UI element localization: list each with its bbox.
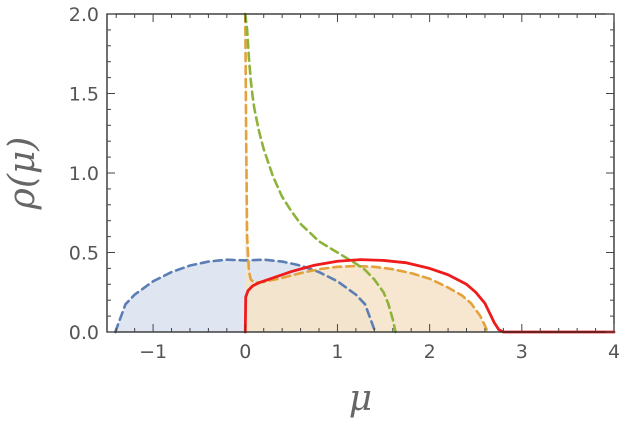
series-fills [115, 14, 488, 332]
series-lines [114, 12, 616, 334]
series-1-area [245, 14, 488, 332]
x-axis-label: μ [349, 378, 372, 419]
series-2-line [243, 12, 397, 334]
x-tick-label: −1 [139, 341, 167, 363]
y-tick-label: 1.5 [69, 84, 99, 106]
x-tick-label: 1 [331, 341, 343, 363]
y-tick-label: 0.5 [69, 243, 99, 265]
y-axis: 0.0 0.5 1.0 1.5 2.0 [69, 4, 614, 344]
y-axis-label: ρ(μ) [2, 137, 43, 211]
y-tick-label: 1.0 [69, 163, 99, 185]
y-tick-label: 0.0 [69, 322, 99, 344]
y-tick-label: 2.0 [69, 4, 99, 26]
series-1-line [243, 12, 490, 334]
x-tick-label: 4 [608, 341, 620, 363]
x-tick-label: 0 [239, 341, 251, 363]
series-0-line [114, 258, 377, 334]
x-tick-label: 3 [516, 341, 528, 363]
series-3-line [243, 258, 616, 334]
x-tick-label: 2 [424, 341, 436, 363]
x-axis: −1 0 1 2 3 4 [115, 14, 620, 363]
